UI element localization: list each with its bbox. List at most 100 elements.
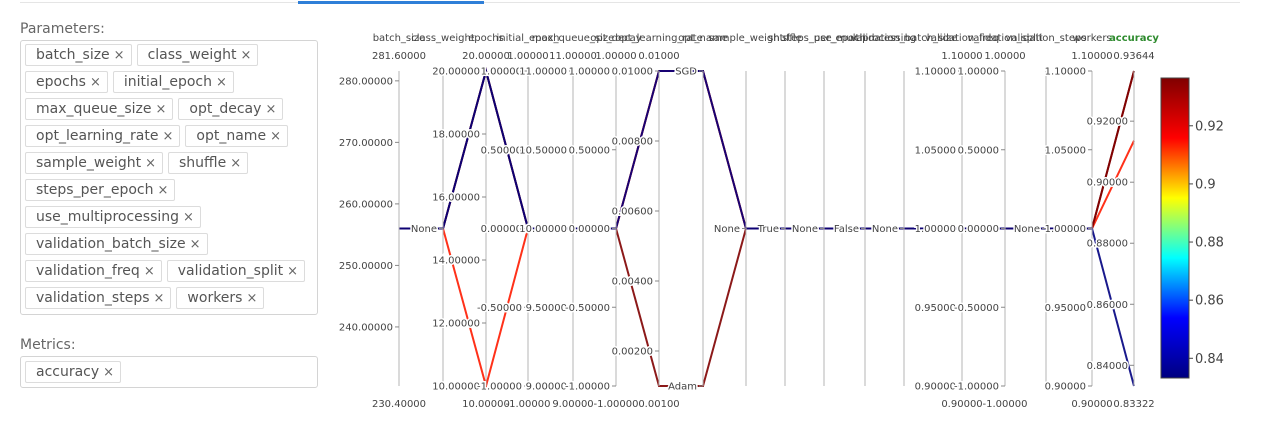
axis-validation-steps[interactable]: validation_steps None: [1005, 33, 1087, 386]
chip-epochs: epochs ×: [25, 71, 108, 93]
axis-tick-label: 0.90000: [1087, 178, 1128, 189]
parallel-coordinates-chart[interactable]: batch_size 281.60000 230.40000 280.00000 270…: [337, 14, 1267, 434]
axis-class-weight[interactable]: class_weight None: [409, 33, 475, 386]
remove-chip-icon[interactable]: ×: [157, 182, 169, 198]
axis-title: opt_learning_rate: [615, 33, 703, 44]
axis-tick-label: 0.00000: [569, 224, 610, 235]
axis-max-queue-size[interactable]: max_queue_size 11.00000 9.00000 11.00000 10.…: [518, 33, 614, 410]
chip-validation-batch-size: validation_batch_size ×: [25, 233, 208, 255]
axis-opt-learning-rate[interactable]: opt_learning_rate 0.01000 0.00100 0.01000 0.…: [610, 33, 703, 410]
chip-label: initial_epoch: [123, 73, 212, 90]
axis-range-bottom: 0.83322: [1113, 399, 1154, 410]
remove-chip-icon[interactable]: ×: [230, 155, 242, 171]
metrics-select[interactable]: [20, 356, 318, 388]
axis-use-multiprocessing[interactable]: use_multiprocessing False: [814, 33, 916, 386]
remove-chip-icon[interactable]: ×: [145, 155, 157, 171]
axis-tick-label: 18.00000: [432, 130, 480, 141]
chip-accuracy: accuracy ×: [25, 361, 122, 383]
chip-label: sample_weight: [36, 154, 142, 171]
parameters-select[interactable]: [20, 40, 318, 315]
axis-opt-decay[interactable]: opt_decay 1.00000 -1.00000 1.00000 0.50000 0.…: [564, 33, 642, 410]
remove-chip-icon[interactable]: ×: [265, 101, 277, 117]
axis-sample-weight[interactable]: sample_weight None: [708, 33, 784, 386]
colorbar-tick-label: 0.9: [1195, 177, 1216, 192]
axis-tick-label: 20.00000: [432, 67, 480, 78]
remove-chip-icon[interactable]: ×: [103, 364, 115, 380]
chip-use-multiprocessing: use_multiprocessing ×: [25, 206, 201, 228]
axis-range-top: 281.60000: [372, 51, 426, 62]
chip-label: opt_decay: [189, 100, 262, 117]
axis-validation-freq[interactable]: validation_freq 1.10000 0.90000 1.10000 1.05…: [913, 33, 999, 410]
axis-range-top: 11.00000: [549, 51, 597, 62]
axis-tick-label: 0.00200: [612, 347, 653, 358]
axis-tick-label: 280.00000: [339, 76, 393, 87]
chip-initial-epoch: initial_epoch ×: [112, 71, 234, 93]
axis-tick-label: 9.50000: [526, 303, 567, 314]
axis-range-top: 1.10000: [941, 51, 982, 62]
axis-opt-name[interactable]: opt_name SGD Adam: [667, 33, 728, 394]
remove-chip-icon[interactable]: ×: [162, 128, 174, 144]
chip-steps-per-epoch: steps_per_epoch ×: [25, 179, 176, 201]
parameters-chip-list: batch_size × class_weight × epochs × initial_e…: [25, 44, 315, 309]
chip-opt-learning-rate: opt_learning_rate ×: [25, 125, 181, 147]
remove-chip-icon[interactable]: ×: [287, 263, 299, 279]
remove-chip-icon[interactable]: ×: [89, 74, 101, 90]
remove-chip-icon[interactable]: ×: [153, 290, 165, 306]
remove-chip-icon[interactable]: ×: [113, 47, 125, 63]
axis-tick-label: 0.00600: [612, 207, 653, 218]
axis-validation-split[interactable]: validation_split 1.00000 -1.00000 1.00000 0.…: [953, 33, 1043, 410]
chip-opt-decay: opt_decay ×: [178, 98, 284, 120]
axis-tick-label: -0.50000: [565, 303, 610, 314]
axis-accuracy[interactable]: accuracy 0.93644 0.83322 0.92000 0.90000 0.88…: [1085, 33, 1160, 410]
axis-range-top: 1.00000: [507, 51, 548, 62]
axis-workers[interactable]: workers 1.10000 0.90000 1.10000 1.05000 1.000…: [1043, 33, 1113, 410]
axis-title: validation_split: [967, 33, 1042, 44]
axis-title: sample_weight: [708, 33, 783, 44]
axis-title: validation_freq: [925, 33, 999, 44]
chip-label: class_weight: [147, 46, 237, 63]
colorbar-tick-label: 0.84: [1195, 352, 1224, 367]
axis-category-label: None: [872, 224, 898, 235]
colorbar: 0.84 0.86 0.88 0.9 0.92: [1160, 77, 1224, 379]
axis-tick-label: 0.00800: [612, 137, 653, 148]
axis-tick-label: 250.00000: [339, 261, 393, 272]
axis-batch-size[interactable]: batch_size 281.60000 230.40000 280.00000 270…: [337, 33, 426, 410]
axis-tick-label: 260.00000: [339, 199, 393, 210]
axis-tick-label: -0.50000: [477, 303, 522, 314]
axis-steps-per-epoch[interactable]: steps_per_epoch None: [782, 33, 866, 386]
remove-chip-icon[interactable]: ×: [155, 101, 167, 117]
axis-range-bottom: -1.00000: [506, 399, 551, 410]
chip-label: batch_size: [36, 46, 110, 63]
remove-chip-icon[interactable]: ×: [189, 236, 201, 252]
axis-range-top: 20.00000: [462, 51, 510, 62]
chip-label: workers: [187, 289, 243, 306]
axis-title: opt_name: [678, 33, 728, 44]
axis-category-label: None: [714, 224, 740, 235]
axis-tick-label: -0.50000: [954, 303, 999, 314]
axis-shuffle[interactable]: shuffle True: [755, 33, 802, 386]
axis-validation-batch-size[interactable]: validation_batch_size None: [851, 33, 958, 386]
axis-tick-label: 0.01000: [612, 67, 653, 78]
active-tab-indicator[interactable]: [298, 1, 484, 4]
axis-range-bottom: 10.00000: [462, 399, 510, 410]
metrics-label: Metrics:: [20, 337, 76, 353]
axis-tick-label: 1.00000: [1045, 224, 1086, 235]
remove-chip-icon[interactable]: ×: [246, 290, 258, 306]
remove-chip-icon[interactable]: ×: [215, 74, 227, 90]
chip-label: epochs: [36, 73, 86, 90]
chip-workers: workers ×: [176, 287, 265, 309]
remove-chip-icon[interactable]: ×: [270, 128, 281, 144]
axis-epochs[interactable]: epochs 20.00000 10.00000 20.00000 18.00000 16…: [431, 33, 510, 410]
chip-label: max_queue_size: [36, 100, 152, 117]
run-lines: [399, 67, 1135, 390]
axis-range-bottom: -1.00000: [594, 399, 639, 410]
remove-chip-icon[interactable]: ×: [143, 263, 155, 279]
axis-initial-epoch[interactable]: initial_epoch 1.00000 -1.00000 1.00000 0.500…: [476, 33, 560, 410]
remove-chip-icon[interactable]: ×: [183, 209, 194, 225]
remove-chip-icon[interactable]: ×: [240, 47, 252, 63]
chip-sample-weight: sample_weight ×: [25, 152, 164, 174]
axis-tick-label: 270.00000: [339, 138, 393, 149]
axis-tick-label: 0.90000: [915, 382, 956, 393]
axis-range-bottom: 0.90000: [941, 399, 982, 410]
axis-title: accuracy: [1109, 33, 1159, 44]
